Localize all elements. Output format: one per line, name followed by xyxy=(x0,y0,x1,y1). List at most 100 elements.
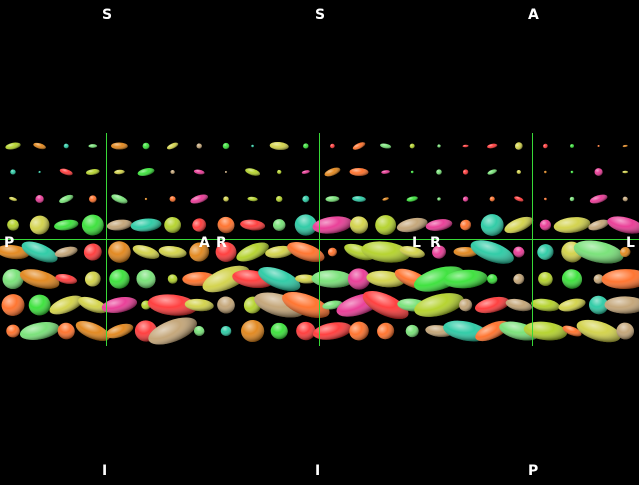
tensor-glyph xyxy=(28,294,51,316)
tensor-glyph xyxy=(2,269,24,289)
tensor-glyph xyxy=(130,218,162,232)
tensor-glyph xyxy=(622,144,628,148)
tensor-glyph xyxy=(352,142,366,150)
tensor-glyph xyxy=(296,321,316,341)
orientation-label-right-2: L xyxy=(412,235,421,251)
tensor-glyph xyxy=(558,298,586,312)
tensor-glyph xyxy=(443,269,488,289)
tensor-glyph xyxy=(222,142,230,150)
tensor-glyph xyxy=(57,322,75,340)
orientation-label-bottom-2: I xyxy=(315,463,321,479)
orientation-label-left-1: P xyxy=(4,235,15,251)
orientation-label-top-2: S xyxy=(315,7,326,23)
tensor-glyph xyxy=(136,269,156,289)
tensor-glyph xyxy=(362,290,409,320)
tensor-glyph xyxy=(537,244,554,260)
tensor-glyph xyxy=(616,322,634,340)
tensor-glyph xyxy=(593,274,604,284)
tensor-glyph xyxy=(543,143,548,149)
tensor-glyph xyxy=(303,143,309,149)
tensor-glyph xyxy=(269,141,289,151)
tensor-glyph xyxy=(193,169,205,175)
tensor-glyph xyxy=(1,294,25,316)
tensor-glyph xyxy=(436,169,442,175)
tensor-glyph xyxy=(295,274,317,284)
tensor-glyph xyxy=(432,245,446,259)
tensor-glyph xyxy=(594,168,603,176)
tensor-glyph xyxy=(409,143,415,149)
tensor-glyph xyxy=(489,196,495,202)
tensor-glyph xyxy=(312,322,352,340)
tensor-glyph xyxy=(462,144,469,148)
tensor-glyph xyxy=(589,194,608,204)
tensor-glyph xyxy=(487,143,498,149)
tensor-glyph xyxy=(54,246,78,258)
tensor-glyph xyxy=(245,168,261,176)
tensor-glyph xyxy=(514,142,523,150)
tensor-glyph xyxy=(223,196,229,202)
tensor-glyph xyxy=(311,270,354,288)
tensor-glyph xyxy=(142,142,150,150)
tensor-glyph xyxy=(396,217,428,233)
tensor-glyph xyxy=(470,240,514,264)
tensor-glyph xyxy=(312,216,353,234)
tensor-glyph xyxy=(277,169,282,175)
tensor-glyph xyxy=(462,169,469,175)
tensor-glyph xyxy=(381,170,390,174)
tensor-glyph xyxy=(569,196,575,202)
tensor-glyph xyxy=(258,266,301,292)
tensor-glyph xyxy=(9,196,17,202)
tensor-glyph xyxy=(217,216,235,234)
tensor-glyph xyxy=(78,296,108,314)
tensor-glyph xyxy=(105,323,134,339)
tensor-glyph xyxy=(573,240,624,264)
tensor-glyph xyxy=(88,144,98,148)
tensor-glyph xyxy=(10,169,16,175)
tensor-glyph xyxy=(49,295,83,315)
tensor-glyph xyxy=(287,242,325,262)
orientation-label-right-1: A xyxy=(199,235,210,251)
tensor-glyph xyxy=(361,241,410,263)
tensor-glyph xyxy=(380,143,392,149)
tensor-glyph xyxy=(0,244,30,260)
tensor-glyph xyxy=(425,219,453,231)
tensor-glyph xyxy=(59,168,73,176)
tensor-glyph xyxy=(588,219,609,231)
tensor-glyph xyxy=(570,170,574,174)
tensor-glyph xyxy=(132,245,160,259)
tensor-glyph xyxy=(553,217,591,233)
tensor-glyph xyxy=(108,241,131,263)
tensor-glyph xyxy=(241,320,265,342)
tensor-glyph xyxy=(19,269,60,289)
tensor-glyph xyxy=(38,170,41,174)
tensor-glyph xyxy=(406,196,418,202)
tensor-glyph xyxy=(330,143,335,149)
tensor-glyph xyxy=(84,271,101,287)
tensor-glyph xyxy=(54,219,79,231)
tensor-glyph xyxy=(21,241,58,263)
tensor-glyph xyxy=(589,295,609,315)
tensor-glyph xyxy=(561,269,583,289)
tensor-glyph xyxy=(33,142,46,150)
tensor-glyph xyxy=(275,195,283,203)
tensor-glyph xyxy=(265,245,294,259)
tensor-glyph xyxy=(513,246,525,258)
orientation-label-left-2: R xyxy=(216,235,227,251)
tensor-glyph xyxy=(513,273,525,285)
tensor-glyph xyxy=(538,272,553,286)
tensor-glyph xyxy=(462,196,469,202)
tensor-glyph xyxy=(460,219,472,231)
tensor-glyph xyxy=(101,297,138,313)
tensor-glyph xyxy=(169,196,176,202)
tensor-glyph xyxy=(294,214,317,236)
tensor-glyph xyxy=(111,194,128,204)
tensor-glyph xyxy=(604,296,639,314)
tensor-glyph xyxy=(215,242,237,262)
tensor-glyph xyxy=(167,142,179,150)
tensor-glyph xyxy=(349,216,369,234)
tensor-glyph xyxy=(106,219,132,231)
tensor-glyph xyxy=(301,170,310,174)
tensor-glyph xyxy=(109,269,130,289)
